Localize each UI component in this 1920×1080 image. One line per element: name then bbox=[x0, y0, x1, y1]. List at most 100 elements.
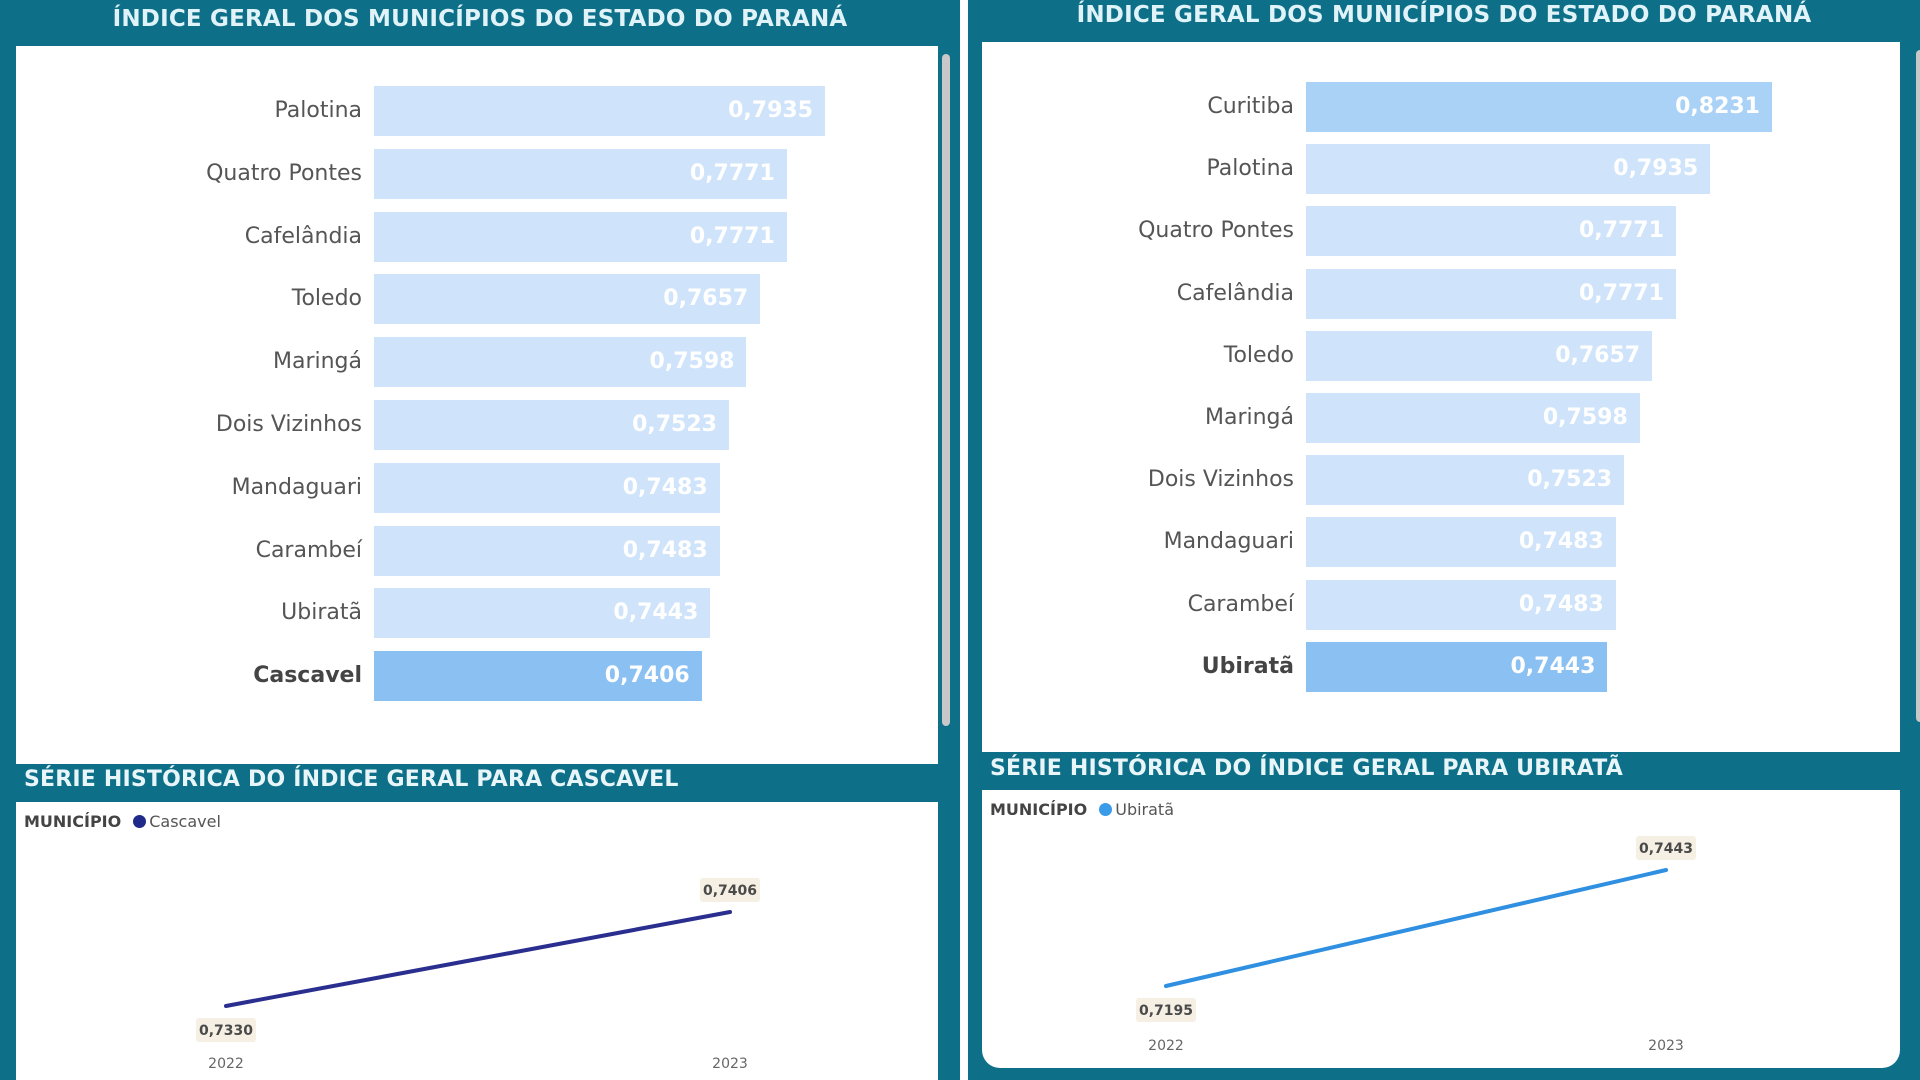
right-history-title: SÉRIE HISTÓRICA DO ÍNDICE GERAL PARA UBI… bbox=[990, 756, 1623, 781]
series-line bbox=[1164, 868, 1668, 988]
right-scrollbar[interactable] bbox=[1916, 50, 1920, 722]
bar-value-label: 0,7523 bbox=[632, 412, 717, 437]
bar-value-label: 0,7771 bbox=[689, 160, 775, 186]
left-legend: MUNICÍPIO Cascavel bbox=[24, 812, 221, 831]
left-history-title: SÉRIE HISTÓRICA DO ÍNDICE GERAL PARA CAS… bbox=[24, 767, 679, 792]
bar-row[interactable]: Toledo 0,7657 bbox=[982, 330, 1900, 381]
left-history-card: MUNICÍPIO Cascavel 0,7330 0,7406 2022 2023 bbox=[16, 802, 938, 1080]
right-legend: MUNICÍPIO Ubiratã bbox=[990, 800, 1174, 819]
bar-category-label: Cafelândia bbox=[244, 223, 362, 249]
bar-value-label: 0,7771 bbox=[1579, 218, 1664, 244]
data-label: 0,7195 bbox=[1139, 1003, 1193, 1019]
bar-row[interactable]: Carambeí 0,7483 bbox=[16, 525, 938, 576]
bar-row[interactable]: Cafelândia 0,7771 bbox=[16, 211, 938, 262]
x-tick-label: 2023 bbox=[1648, 1038, 1684, 1054]
bar-row[interactable]: Quatro Pontes 0,7771 bbox=[982, 206, 1900, 257]
bar[interactable]: 0,7523 bbox=[374, 400, 729, 450]
bar[interactable]: 0,7598 bbox=[374, 337, 747, 388]
bar[interactable]: 0,7657 bbox=[1306, 330, 1653, 381]
data-label-background bbox=[700, 878, 760, 902]
bar-value-label: 0,7443 bbox=[1510, 653, 1596, 679]
bar-category-label: Palotina bbox=[274, 98, 363, 123]
bar[interactable]: 0,7443 bbox=[374, 588, 711, 639]
right-legend-title: MUNICÍPIO bbox=[990, 800, 1088, 819]
x-tick-label: 2023 bbox=[712, 1056, 748, 1072]
bar-value-label: 0,7771 bbox=[1579, 280, 1664, 306]
bar[interactable]: 0,7523 bbox=[1306, 455, 1625, 506]
bar-value-label: 0,7483 bbox=[622, 537, 708, 563]
x-tick-label: 2022 bbox=[1148, 1038, 1184, 1054]
bar-value-label: 0,7598 bbox=[1542, 405, 1628, 430]
bar-value-label: 0,8231 bbox=[1675, 94, 1760, 119]
bar[interactable]: 0,8231 bbox=[1306, 82, 1772, 132]
bar-row[interactable]: Dois Vizinhos 0,7523 bbox=[982, 455, 1900, 506]
bar-row[interactable]: Mandaguari 0,7483 bbox=[982, 517, 1900, 568]
bar-value-label: 0,7483 bbox=[1518, 591, 1604, 617]
bar-row[interactable]: Ubiratã 0,7443 bbox=[982, 641, 1900, 692]
bar[interactable]: 0,7771 bbox=[374, 148, 787, 199]
bar-value-label: 0,7935 bbox=[728, 98, 813, 123]
bar[interactable]: 0,7771 bbox=[1306, 206, 1676, 257]
right-legend-item[interactable]: Ubiratã bbox=[1115, 800, 1175, 819]
bar-row[interactable]: Cascavel 0,7406 bbox=[16, 651, 938, 702]
bar-category-label: Quatro Pontes bbox=[206, 160, 362, 186]
bar[interactable]: 0,7483 bbox=[1306, 517, 1616, 568]
bar-row[interactable]: Carambeí 0,7483 bbox=[982, 579, 1900, 630]
bar-row[interactable]: Cafelândia 0,7771 bbox=[982, 268, 1900, 319]
bar-category-label: Dois Vizinhos bbox=[1147, 467, 1294, 493]
bar-value-label: 0,7771 bbox=[689, 223, 775, 249]
bar-category-label: Maringá bbox=[272, 349, 362, 375]
data-label: 0,7443 bbox=[1639, 841, 1693, 857]
bar-row[interactable]: Palotina 0,7935 bbox=[982, 144, 1900, 195]
bar-category-label: Carambeí bbox=[1187, 591, 1294, 617]
bar-row[interactable]: Ubiratã 0,7443 bbox=[16, 588, 938, 639]
bar[interactable]: 0,7771 bbox=[374, 211, 787, 262]
bar-row[interactable]: Palotina 0,7935 bbox=[16, 86, 938, 136]
bar-category-label: Toledo bbox=[291, 286, 362, 312]
bar[interactable]: 0,7406 bbox=[374, 651, 702, 702]
data-label-background bbox=[1636, 836, 1696, 860]
bar-row[interactable]: Curitiba 0,8231 bbox=[982, 82, 1900, 132]
bar-value-label: 0,7657 bbox=[1555, 342, 1641, 368]
bar-value-label: 0,7935 bbox=[1613, 156, 1699, 182]
bar-category-label: Dois Vizinhos bbox=[215, 412, 362, 437]
bar-value-label: 0,7406 bbox=[604, 663, 690, 689]
bar-category-label: Palotina bbox=[1206, 156, 1295, 182]
bar[interactable]: 0,7443 bbox=[1306, 641, 1608, 692]
bar-row[interactable]: Toledo 0,7657 bbox=[16, 274, 938, 325]
left-legend-item[interactable]: Cascavel bbox=[149, 812, 221, 831]
bar-category-label: Mandaguari bbox=[231, 474, 362, 500]
bar-category-label: Ubiratã bbox=[1201, 653, 1294, 679]
bar[interactable]: 0,7483 bbox=[1306, 579, 1616, 630]
bar-row[interactable]: Dois Vizinhos 0,7523 bbox=[16, 400, 938, 450]
bar[interactable]: 0,7483 bbox=[374, 525, 720, 576]
bar-category-label: Cascavel bbox=[253, 663, 362, 689]
bar-category-label: Cafelândia bbox=[1176, 280, 1294, 306]
series-line bbox=[224, 910, 732, 1008]
left-ranking-title: ÍNDICE GERAL DOS MUNICÍPIOS DO ESTADO DO… bbox=[112, 6, 848, 32]
bar-category-label: Toledo bbox=[1223, 342, 1294, 368]
left-scrollbar[interactable] bbox=[942, 54, 950, 726]
bar-row[interactable]: Maringá 0,7598 bbox=[16, 337, 938, 388]
bar[interactable]: 0,7483 bbox=[374, 462, 720, 513]
panel-divider bbox=[960, 0, 968, 1080]
bar-category-label: Quatro Pontes bbox=[1138, 218, 1294, 244]
bar-value-label: 0,7483 bbox=[1518, 529, 1604, 555]
bar-row[interactable]: Quatro Pontes 0,7771 bbox=[16, 148, 938, 199]
left-panel: ÍNDICE GERAL DOS MUNICÍPIOS DO ESTADO DO… bbox=[16, 6, 950, 1080]
bar-value-label: 0,7657 bbox=[663, 286, 749, 312]
bar[interactable]: 0,7935 bbox=[1306, 144, 1711, 195]
bar-category-label: Carambeí bbox=[255, 537, 362, 563]
left-line-chart: 0,7330 0,7406 2022 2023 bbox=[196, 878, 760, 1072]
bar[interactable]: 0,7657 bbox=[374, 274, 761, 325]
left-legend-title: MUNICÍPIO bbox=[24, 812, 122, 831]
bar-value-label: 0,7483 bbox=[622, 474, 708, 500]
data-label-background bbox=[196, 1018, 256, 1042]
bar[interactable]: 0,7598 bbox=[1306, 393, 1640, 443]
bar-row[interactable]: Maringá 0,7598 bbox=[982, 393, 1900, 443]
bar[interactable]: 0,7935 bbox=[374, 86, 825, 136]
bar[interactable]: 0,7771 bbox=[1306, 268, 1676, 319]
bar-value-label: 0,7443 bbox=[613, 600, 699, 626]
data-label: 0,7406 bbox=[703, 883, 757, 899]
bar-row[interactable]: Mandaguari 0,7483 bbox=[16, 462, 938, 513]
